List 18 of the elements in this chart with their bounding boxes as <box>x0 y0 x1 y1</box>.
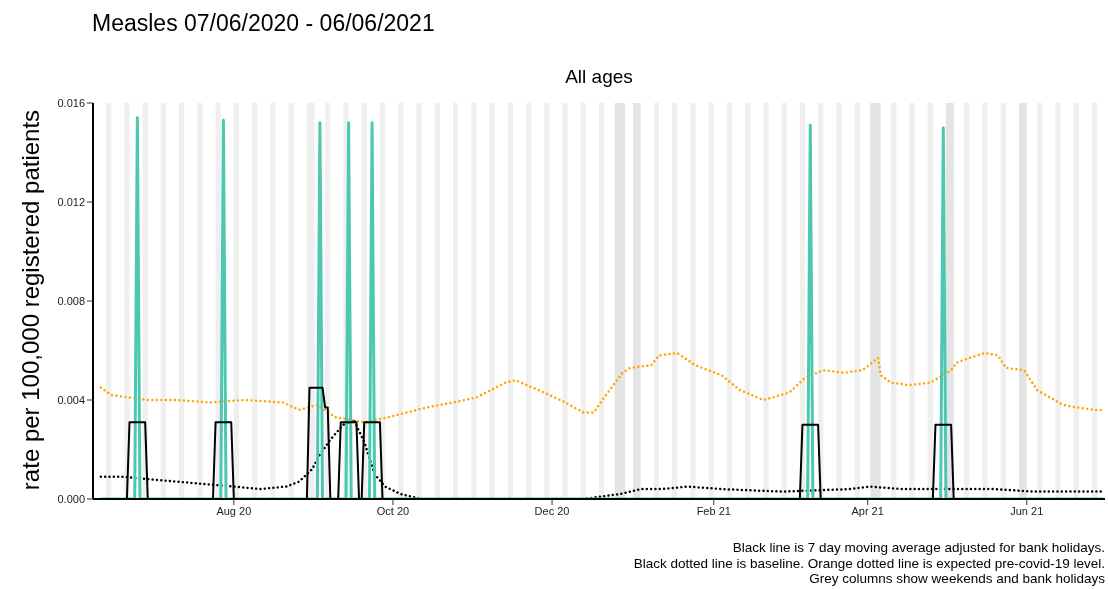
y-axis-title: rate per 100,000 registered patients <box>17 108 45 493</box>
x-tick-label: Aug 20 <box>216 504 252 517</box>
y-tick-label: 0.012 <box>57 195 85 208</box>
text: Black line is 7 day moving average adjusted for bank holidays. <box>731 540 1105 556</box>
line-series <box>99 351 1104 424</box>
x-tick-label: Jun 21 <box>1010 504 1044 517</box>
chart-title: Measles 07/06/2020 - 06/06/2021 <box>92 10 435 37</box>
x-tick-label: Feb 21 <box>696 504 731 517</box>
y-tick-label: 0.016 <box>57 96 85 109</box>
y-tick-label: 0.004 <box>57 393 85 406</box>
text: Black dotted line is baseline. Orange dotted line is expected pre-covid-19 level. <box>633 555 1105 571</box>
x-tick-label: Oct 20 <box>376 504 410 517</box>
chart-subtitle: All ages <box>564 66 634 88</box>
y-tick-label: 0.000 <box>57 492 85 505</box>
text: Grey columns show weekends and bank holidays <box>808 571 1105 587</box>
y-tick-label: 0.008 <box>57 294 85 307</box>
x-tick-label: Dec 20 <box>534 504 570 517</box>
x-tick-label: Apr 21 <box>851 504 884 517</box>
